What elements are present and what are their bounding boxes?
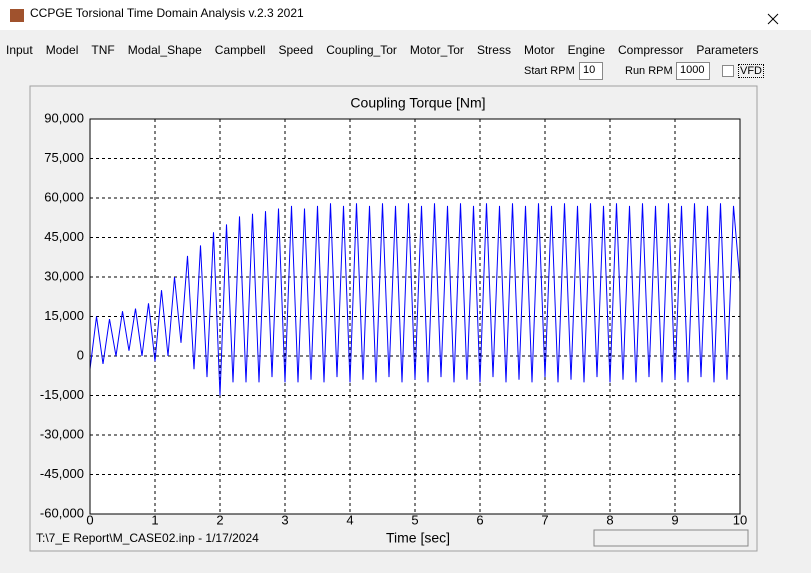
y-tick-label: 60,000	[44, 189, 84, 204]
y-tick-label: 30,000	[44, 268, 84, 283]
file-status: T:\7_E Report\M_CASE02.inp - 1/17/2024	[36, 531, 259, 545]
menu-item[interactable]: Parameters	[696, 43, 759, 57]
x-tick-label: 3	[281, 512, 288, 527]
x-tick-label: 5	[411, 512, 418, 527]
menu-bar: Input Model TNF Modal_Shape Campbell Speed Cou…	[6, 43, 758, 57]
x-tick-label: 1	[151, 512, 158, 527]
x-tick-label: 8	[606, 512, 613, 527]
y-tick-label: 15,000	[44, 308, 84, 323]
menu-item[interactable]: Engine	[567, 43, 606, 57]
menu-item[interactable]: Stress	[476, 43, 511, 57]
app-icon	[10, 9, 24, 22]
signal-line	[89, 203, 741, 396]
x-tick-label: 9	[671, 512, 678, 527]
menu-item[interactable]: Compressor	[618, 43, 684, 57]
start-rpm-label: Start RPM	[524, 65, 575, 77]
y-tick-label: -30,000	[40, 426, 84, 441]
x-tick-label: 0	[86, 512, 93, 527]
x-tick-label: 10	[733, 512, 747, 527]
y-tick-label: 0	[77, 347, 84, 362]
run-rpm-input[interactable]: 1000	[676, 62, 710, 80]
menu-item[interactable]: Speed	[278, 43, 314, 57]
x-tick-label: 7	[541, 512, 548, 527]
y-tick-label: -45,000	[40, 466, 84, 481]
x-axis-label: Time [sec]	[386, 530, 450, 546]
x-tick-label: 4	[346, 512, 353, 527]
close-icon[interactable]	[767, 13, 779, 25]
vfd-checkbox[interactable]	[722, 65, 734, 77]
menu-item[interactable]: Motor_Tor	[409, 43, 464, 57]
menu-item[interactable]: Input	[6, 43, 33, 57]
progress-bar	[593, 529, 749, 547]
y-tick-label: 45,000	[44, 229, 84, 244]
menu-item[interactable]: Modal_Shape	[127, 43, 202, 57]
title-bar	[0, 0, 811, 30]
menu-item[interactable]: Campbell	[214, 43, 266, 57]
x-tick-label: 6	[476, 512, 483, 527]
x-tick-label: 2	[216, 512, 223, 527]
y-tick-label: -15,000	[40, 387, 84, 402]
y-tick-label: -60,000	[40, 505, 84, 520]
menu-item[interactable]: Motor	[523, 43, 555, 57]
menu-item[interactable]: Coupling_Tor	[326, 43, 397, 57]
menu-item[interactable]: TNF	[91, 43, 115, 57]
menu-item[interactable]: Model	[45, 43, 79, 57]
y-tick-label: 90,000	[44, 110, 84, 125]
start-rpm-input[interactable]: 10	[579, 62, 603, 80]
plot-frame	[89, 118, 741, 515]
chart-title: Coupling Torque [Nm]	[350, 95, 485, 111]
window-title: CCPGE Torsional Time Domain Analysis v.2…	[30, 6, 304, 20]
vfd-label: VFD	[738, 64, 764, 78]
y-tick-label: 75,000	[44, 150, 84, 165]
run-rpm-label: Run RPM	[625, 65, 673, 77]
